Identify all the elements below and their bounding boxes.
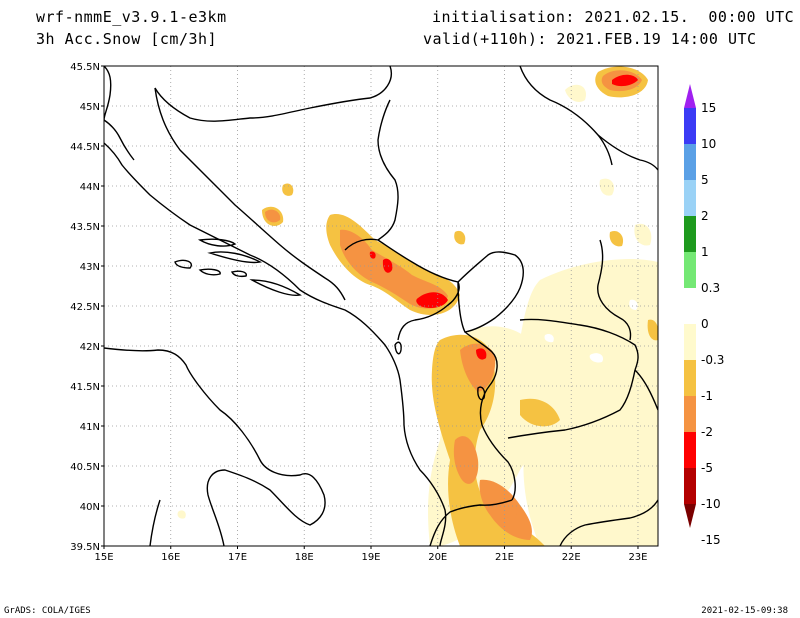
coastlines-borders xyxy=(104,66,658,546)
lat-label: 39.5N xyxy=(70,542,100,553)
island-4 xyxy=(249,279,302,297)
colorbar-label: 0.3 xyxy=(701,281,721,295)
istria xyxy=(104,119,135,161)
island-3 xyxy=(174,259,192,269)
lat-label: 41.5N xyxy=(70,382,100,393)
colorbar-swatch xyxy=(684,252,696,288)
lon-label: 21E xyxy=(495,552,514,563)
colorbar-swatch xyxy=(684,360,696,396)
colorbar-swatch xyxy=(684,108,696,144)
lon-label: 16E xyxy=(161,552,180,563)
init-time: initialisation: 2021.02.15. 00:00 UTC xyxy=(432,8,795,26)
model-title: wrf-nmmE_v3.9.1-e3km xyxy=(36,8,227,26)
lon-axis-labels: 15E 16E 17E 18E 19E 20E 21E 22E 23E xyxy=(94,546,647,563)
border-greece-bulgaria xyxy=(634,369,658,411)
border-bosnia-serbia xyxy=(377,99,399,241)
island-6 xyxy=(198,268,221,276)
footer-left: GrADS: COLA/IGES xyxy=(4,606,91,616)
colorbar-label: 15 xyxy=(701,101,717,115)
border-macedonia-bulgaria xyxy=(519,318,639,371)
lake-ohrid xyxy=(477,386,486,401)
lon-label: 18E xyxy=(295,552,314,563)
lon-label: 19E xyxy=(361,552,380,563)
border-serbia-romania xyxy=(519,66,613,166)
colorbar-bottom-arrow xyxy=(684,504,696,528)
border-albania-greece xyxy=(429,499,513,546)
lat-label: 41N xyxy=(80,422,100,433)
border-macedonia-south xyxy=(507,369,636,439)
colorbar-label: -2 xyxy=(701,425,713,439)
lon-label: 22E xyxy=(562,552,581,563)
colorbar-label: 5 xyxy=(701,173,709,187)
lon-label: 23E xyxy=(628,552,647,563)
colorbar-label: -5 xyxy=(701,461,713,475)
italy-heel xyxy=(149,499,161,546)
colorbar-label: -1 xyxy=(701,389,713,403)
lake-scutari xyxy=(394,341,402,355)
island-1 xyxy=(197,238,237,247)
lat-label: 44N xyxy=(80,182,100,193)
lat-label: 45.5N xyxy=(70,62,100,73)
lat-label: 40.5N xyxy=(70,462,100,473)
island-5 xyxy=(230,270,247,278)
colorbar xyxy=(684,84,696,528)
greek-coast xyxy=(559,499,658,546)
colorbar-swatch xyxy=(684,180,696,216)
colorbar-label: 0 xyxy=(701,317,709,331)
adriatic-north-coast xyxy=(104,66,112,121)
map-area xyxy=(104,66,658,546)
lat-label: 45N xyxy=(80,102,100,113)
colorbar-label: 10 xyxy=(701,137,717,151)
map-grid xyxy=(104,66,658,546)
lat-axis-labels: 45.5N 45N 44.5N 44N 43.5N 43N 42.5N 42N 41.5N 41N… xyxy=(70,62,104,553)
colorbar-label: -10 xyxy=(701,497,721,511)
lat-label: 43.5N xyxy=(70,222,100,233)
colorbar-swatch xyxy=(684,396,696,432)
border-bosnia-croatia xyxy=(154,87,346,301)
lon-label: 17E xyxy=(228,552,247,563)
colorbar-label: -15 xyxy=(701,533,721,547)
snow-white-holes xyxy=(544,299,638,363)
lon-label: 20E xyxy=(428,552,447,563)
colorbar-swatch xyxy=(684,324,696,360)
colorbar-top-arrow xyxy=(684,84,696,108)
border-bosnia-north xyxy=(154,66,392,122)
italy-coast xyxy=(104,347,326,546)
field-title: 3h Acc.Snow [cm/3h] xyxy=(36,30,218,48)
border-serbia-bulgaria xyxy=(597,239,632,341)
snow-red-areas xyxy=(369,74,638,360)
footer-right: 2021-02-15-09:38 xyxy=(701,606,788,616)
lat-label: 42.5N xyxy=(70,302,100,313)
colorbar-swatch xyxy=(684,432,696,468)
adriatic-east-coast xyxy=(104,142,447,546)
lat-label: 43N xyxy=(80,262,100,273)
island-2 xyxy=(209,251,263,264)
border-albania-macedonia xyxy=(464,331,516,501)
colorbar-swatch xyxy=(684,216,696,252)
valid-time: valid(+110h): 2021.FEB.19 14:00 UTC xyxy=(423,30,757,48)
lat-label: 44.5N xyxy=(70,142,100,153)
colorbar-label: 2 xyxy=(701,209,709,223)
colorbar-swatch xyxy=(684,144,696,180)
lon-label: 15E xyxy=(94,552,113,563)
lat-label: 42N xyxy=(80,342,100,353)
colorbar-swatch xyxy=(684,468,696,504)
colorbar-swatch xyxy=(684,288,696,324)
colorbar-label: 1 xyxy=(701,245,709,259)
lat-label: 40N xyxy=(80,502,100,513)
border-danube xyxy=(597,134,658,171)
colorbar-label: -0.3 xyxy=(701,353,725,367)
